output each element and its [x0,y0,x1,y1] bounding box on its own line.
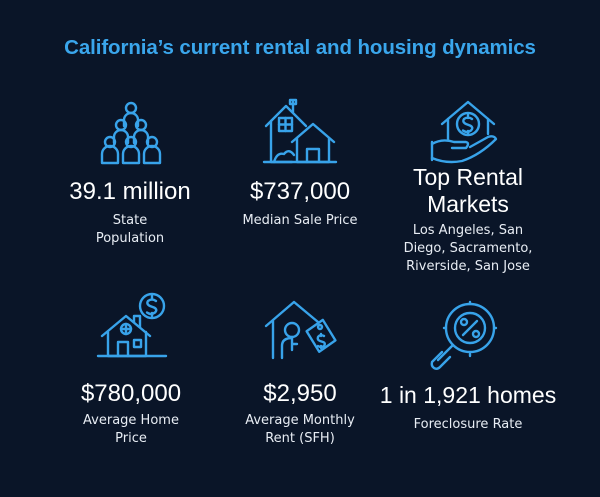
stat-value-top-rental-markets: Top Rental Markets [368,164,568,218]
stat-label-foreclosure-rate: Foreclosure Rate [368,416,568,434]
magnifier-percent-icon [428,296,504,372]
label-line: Rent (SFH) [265,431,335,446]
value-line: Markets [427,191,509,217]
label-line: Foreclosure Rate [413,417,523,432]
stat-value-population: 39.1 million [69,178,191,205]
label-line: Price [115,431,147,446]
hand-house-dollar-icon [428,96,500,168]
stat-label-population: State Population [30,212,230,248]
label-line: Los Angeles, San [412,223,524,238]
label-line: Riverside, San Jose [406,259,530,274]
stat-label-top-rental-markets: Los Angeles, San Diego, Sacramento, Rive… [368,222,568,276]
house-key-tag-icon [262,294,340,370]
label-line: Average Home [83,413,179,428]
label-line: Average Monthly [245,413,355,428]
stat-label-median-sale-price: Median Sale Price [200,212,400,230]
stat-label-average-monthly-rent: Average Monthly Rent (SFH) [200,412,400,448]
label-line: Diego, Sacramento, [403,241,533,256]
house-dollar-icon [96,290,172,362]
label-line: State [112,213,148,228]
stat-value-foreclosure-rate: 1 in 1,921 homes [379,382,557,408]
label-line: Population [95,231,165,246]
stat-value-median-sale-price: $737,000 [249,178,351,205]
stat-value-average-home-price: $780,000 [80,380,182,407]
label-line: Median Sale Price [242,213,358,228]
value-line: Top Rental [413,164,523,190]
houses-icon [262,96,338,168]
stat-value-average-monthly-rent: $2,950 [263,380,337,407]
stat-label-average-home-price: Average Home Price [31,412,231,448]
population-pyramid-icon [97,100,165,168]
infographic-title: California’s current rental and housing … [64,36,536,59]
